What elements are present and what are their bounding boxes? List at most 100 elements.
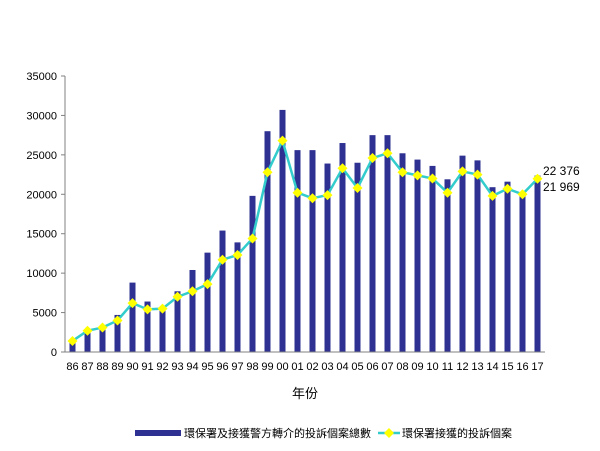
legend: 環保署及接獲警方轉介的投訴個案總數 環保署接獲的投訴個案 (135, 426, 512, 440)
bar (309, 150, 316, 352)
x-tick-label: 05 (351, 361, 363, 373)
bar (369, 135, 376, 352)
bar (159, 308, 166, 352)
x-tick-label: 06 (366, 361, 378, 373)
bar (279, 109, 286, 352)
y-tick-label: 20000 (26, 189, 57, 201)
y-tick-label: 25000 (26, 150, 57, 162)
bar (264, 131, 271, 352)
x-tick-label: 04 (336, 361, 348, 373)
bar (189, 269, 196, 352)
bar (99, 328, 106, 352)
x-tick-label: 14 (486, 361, 498, 373)
line-marker (427, 173, 438, 184)
bar (489, 187, 496, 352)
line-marker (247, 233, 258, 244)
y-tick-label: 0 (51, 347, 57, 359)
x-tick-label: 11 (442, 361, 453, 373)
bar (429, 165, 436, 352)
x-tick-label: 90 (126, 361, 138, 373)
line-marker (397, 167, 408, 178)
line-marker (127, 298, 138, 309)
bar (519, 192, 526, 352)
line-marker (157, 303, 168, 314)
x-tick-label: 87 (81, 361, 93, 373)
line-marker (322, 190, 333, 201)
x-tick-label: 15 (501, 361, 513, 373)
x-axis-title: 年份 (292, 386, 318, 401)
line-marker (472, 169, 483, 180)
x-tick-label: 13 (471, 361, 483, 373)
bar (399, 153, 406, 352)
line-marker (532, 173, 543, 184)
series-line (71, 137, 539, 342)
x-tick-label: 16 (516, 361, 528, 373)
x-tick-label: 00 (276, 361, 288, 373)
annotation-line-total: 21 969 (543, 180, 580, 194)
x-tick-label: 12 (456, 361, 468, 373)
x-tick-label: 93 (171, 361, 183, 373)
x-axis: 86 87 88 89 90 91 92 93 94 95 96 97 98 99 00 01 02 03 04 05… (65, 351, 545, 373)
x-tick-label: 02 (306, 361, 318, 373)
x-tick-label: 01 (291, 361, 303, 373)
bar (459, 155, 466, 352)
line-marker (277, 135, 288, 146)
x-tick-label: 99 (261, 361, 273, 373)
x-tick-label: 89 (111, 361, 123, 373)
bar (504, 181, 511, 352)
annotation-bar-total: 22 376 (543, 164, 580, 178)
bar (234, 242, 241, 352)
x-tick-label: 17 (531, 361, 543, 373)
line-marker (142, 304, 153, 315)
bar (294, 150, 301, 352)
y-tick-label: 35000 (26, 71, 57, 83)
line-marker (457, 166, 468, 177)
bar (174, 291, 181, 352)
legend-bar-swatch (135, 430, 181, 436)
x-tick-label: 95 (201, 361, 213, 373)
legend-line-marker (384, 428, 394, 438)
line-marker (337, 163, 348, 174)
line-marker (97, 322, 108, 333)
bar (204, 252, 211, 352)
line-marker (412, 170, 423, 181)
x-tick-label: 98 (246, 361, 258, 373)
bar (339, 143, 346, 352)
bar (384, 135, 391, 352)
bar (249, 195, 256, 352)
line-marker (202, 279, 213, 290)
line-series (67, 135, 543, 346)
line-marker (232, 250, 243, 261)
line-marker (67, 335, 78, 346)
y-axis: 0 5000 10000 15000 20000 25000 30000 35000 (26, 71, 66, 359)
line-marker (82, 325, 93, 336)
line-marker (217, 254, 228, 265)
bar (69, 340, 76, 352)
x-tick-label: 94 (186, 361, 198, 373)
legend-line-label: 環保署接獲的投訴個案 (402, 426, 512, 440)
line-marker (292, 187, 303, 198)
x-tick-label: 09 (411, 361, 423, 373)
y-tick-label: 15000 (26, 229, 57, 241)
x-tick-label: 86 (66, 361, 78, 373)
bar (219, 230, 226, 352)
line-marker (172, 291, 183, 302)
line-marker (517, 189, 528, 200)
line-marker (307, 193, 318, 204)
x-tick-label: 03 (321, 361, 333, 373)
line-marker (352, 182, 363, 193)
bar (414, 159, 421, 352)
line-marker (382, 148, 393, 159)
line-marker (367, 153, 378, 164)
line-marker (442, 187, 453, 198)
bar (84, 329, 91, 352)
legend-bar-label: 環保署及接獲警方轉介的投訴個案總數 (184, 426, 371, 440)
x-tick-label: 91 (141, 361, 153, 373)
x-tick-label: 08 (396, 361, 408, 373)
x-tick-label: 92 (156, 361, 168, 373)
bar (534, 175, 541, 352)
bar (114, 314, 121, 352)
line-marker (187, 286, 198, 297)
y-tick-label: 10000 (26, 268, 57, 280)
